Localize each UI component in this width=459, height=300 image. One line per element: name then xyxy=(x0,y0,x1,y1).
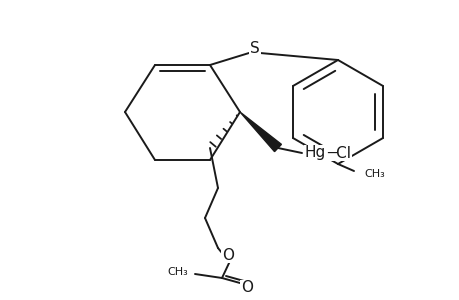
Text: O: O xyxy=(241,280,252,296)
Text: S: S xyxy=(250,40,259,56)
Text: CH₃: CH₃ xyxy=(167,267,188,277)
Text: CH₃: CH₃ xyxy=(363,169,384,179)
Text: Hg: Hg xyxy=(304,146,325,160)
Text: O: O xyxy=(222,248,234,262)
Text: ─Cl: ─Cl xyxy=(326,146,350,160)
Polygon shape xyxy=(240,112,281,152)
